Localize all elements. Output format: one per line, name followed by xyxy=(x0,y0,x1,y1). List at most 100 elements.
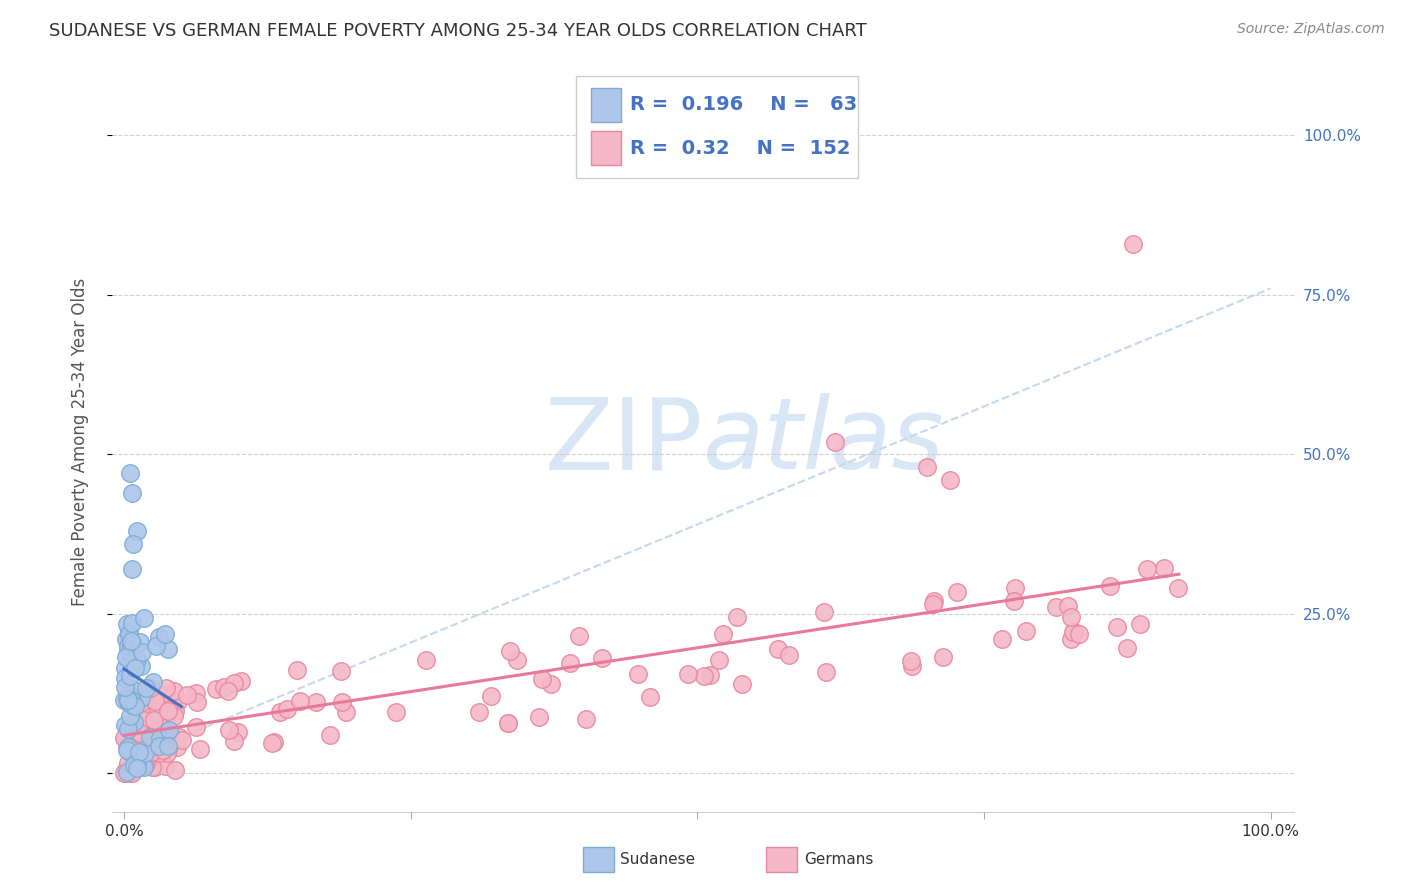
Point xyxy=(125,726,148,740)
Point xyxy=(115,616,138,631)
Point xyxy=(120,745,142,759)
Point xyxy=(142,674,165,689)
Point xyxy=(184,686,207,700)
Point xyxy=(115,740,138,755)
Point xyxy=(1067,627,1090,641)
Point xyxy=(574,712,596,726)
Point xyxy=(170,733,193,747)
Point xyxy=(496,716,519,731)
Point xyxy=(138,684,160,698)
Point xyxy=(228,725,250,739)
Point xyxy=(121,757,143,772)
Point xyxy=(1098,578,1121,592)
Point xyxy=(115,743,138,757)
Point xyxy=(1136,561,1159,575)
Point xyxy=(114,731,136,745)
Point xyxy=(1129,616,1152,631)
Point xyxy=(117,765,139,780)
Point xyxy=(117,642,139,657)
Point xyxy=(527,710,550,724)
Point xyxy=(136,704,159,718)
Point xyxy=(1004,581,1026,595)
Point xyxy=(122,683,145,698)
Point xyxy=(132,760,155,774)
Point xyxy=(145,760,167,774)
Point xyxy=(1063,625,1085,640)
Point xyxy=(222,734,245,748)
Text: SUDANESE VS GERMAN FEMALE POVERTY AMONG 25-34 YEAR OLDS CORRELATION CHART: SUDANESE VS GERMAN FEMALE POVERTY AMONG … xyxy=(49,22,868,40)
Point xyxy=(124,661,146,675)
Point xyxy=(114,718,136,732)
Point xyxy=(915,460,938,475)
Point xyxy=(121,690,143,705)
Point xyxy=(814,665,837,680)
Point xyxy=(120,639,142,653)
Point xyxy=(145,694,167,708)
Point xyxy=(558,656,581,670)
Point xyxy=(115,763,138,777)
Point xyxy=(157,702,180,716)
Point xyxy=(1153,560,1175,574)
Text: R =  0.196    N =   63: R = 0.196 N = 63 xyxy=(630,95,858,114)
Point xyxy=(262,736,284,750)
Point xyxy=(117,640,139,654)
Point xyxy=(153,758,176,772)
Point xyxy=(122,640,145,654)
Point xyxy=(711,627,734,641)
Point xyxy=(1062,625,1084,640)
Point xyxy=(146,705,169,719)
Point xyxy=(118,624,141,639)
Text: Source: ZipAtlas.com: Source: ZipAtlas.com xyxy=(1237,22,1385,37)
Point xyxy=(131,691,153,706)
Text: ZIP: ZIP xyxy=(544,393,703,490)
Point xyxy=(1116,641,1139,656)
Point xyxy=(128,706,150,721)
Point xyxy=(157,723,180,737)
Point xyxy=(143,698,166,713)
Point xyxy=(167,694,190,708)
Point xyxy=(568,629,591,643)
Point xyxy=(128,745,150,759)
Point xyxy=(121,562,143,576)
Point xyxy=(678,666,700,681)
Point xyxy=(922,597,945,611)
Point xyxy=(146,722,169,736)
Point xyxy=(142,709,165,723)
Point xyxy=(143,713,166,727)
Point xyxy=(205,681,228,696)
Point xyxy=(276,702,298,716)
Point xyxy=(121,485,143,500)
Point xyxy=(155,681,177,695)
Point xyxy=(638,690,661,705)
Point xyxy=(125,756,148,770)
Point xyxy=(122,757,145,772)
Point xyxy=(142,739,165,753)
Point xyxy=(384,705,406,719)
Point xyxy=(186,695,208,709)
Point xyxy=(121,747,143,762)
Point xyxy=(217,684,239,698)
Point xyxy=(329,665,352,679)
Point xyxy=(335,705,357,719)
Point xyxy=(156,704,179,718)
Point xyxy=(591,650,613,665)
Point xyxy=(498,715,520,730)
Point xyxy=(145,640,167,654)
Point xyxy=(127,761,149,775)
Point xyxy=(131,645,153,659)
Point xyxy=(188,742,211,756)
Point xyxy=(118,467,141,481)
Point xyxy=(114,730,136,744)
Point xyxy=(498,644,520,658)
Point xyxy=(117,723,139,737)
Point xyxy=(931,650,953,665)
Point xyxy=(118,626,141,640)
Point xyxy=(131,696,153,710)
Point xyxy=(128,705,150,719)
Point xyxy=(163,683,186,698)
Point xyxy=(214,680,236,694)
Point xyxy=(766,641,789,656)
Point xyxy=(1107,620,1129,634)
Point xyxy=(157,739,180,753)
Point xyxy=(148,630,170,644)
